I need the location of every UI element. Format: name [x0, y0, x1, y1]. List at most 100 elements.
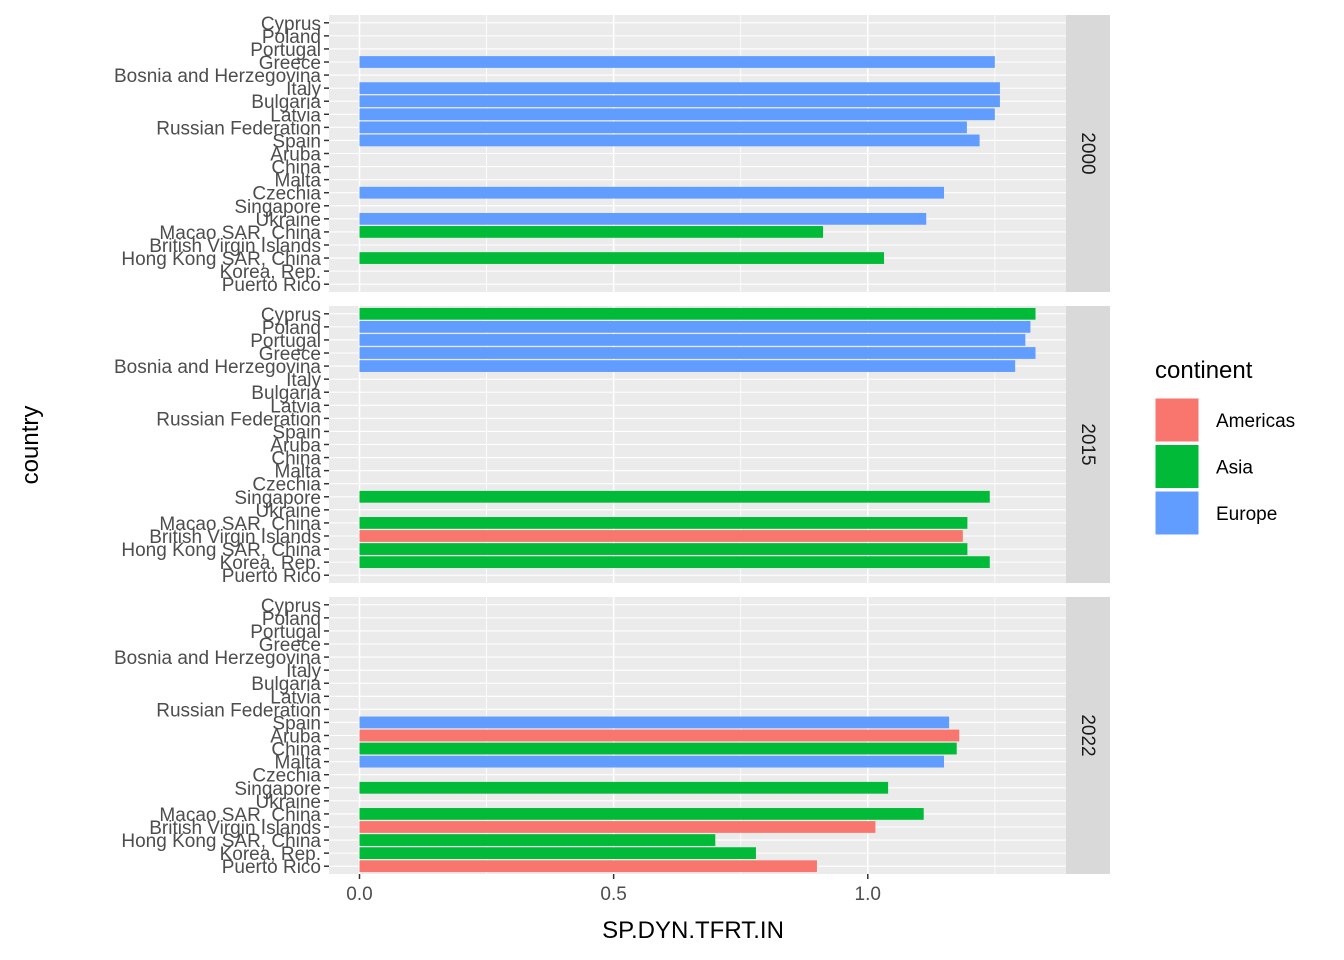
y-tick-label: British Virgin Islands: [149, 818, 321, 839]
bars: [359, 56, 1036, 873]
x-tick-label: 0.0: [346, 884, 372, 905]
y-tick-label: China: [271, 158, 321, 179]
legend-label-asia: Asia: [1216, 458, 1253, 479]
y-tick-label: Greece: [259, 53, 321, 74]
bar-2000-macao-sar-china: [359, 226, 824, 238]
y-tick-label: Ukraine: [256, 501, 321, 522]
y-tick-label: Czechia: [252, 766, 321, 787]
bar-2015-singapore: [359, 490, 990, 503]
bar-2000-ukraine: [359, 212, 927, 225]
facet-strip-label: 2000: [1077, 132, 1098, 174]
bar-2000-bulgaria: [359, 95, 1000, 108]
bar-2015-korea-rep-: [359, 556, 990, 569]
y-tick-label: Singapore: [234, 197, 321, 218]
y-tick-label: China: [271, 449, 321, 470]
y-tick-label: Aruba: [270, 727, 321, 748]
bar-2015-poland: [359, 320, 1031, 333]
bar-2022-singapore: [359, 781, 889, 794]
bar-2000-latvia: [359, 108, 995, 121]
y-tick-label: Korea, Rep.: [220, 553, 321, 574]
facet-strip-label: 2022: [1077, 714, 1098, 756]
y-tick-label: Poland: [262, 609, 321, 630]
y-tick-label: Aruba: [270, 436, 321, 457]
bar-2022-macao-sar-china: [359, 808, 924, 820]
y-tick-label: Malta: [275, 171, 322, 192]
bar-2022-british-virgin-islands: [359, 821, 876, 833]
facet-strip: [1066, 597, 1110, 874]
y-tick-label: Cyprus: [261, 14, 321, 35]
facet-strip-label: 2015: [1077, 423, 1098, 465]
y-tick-label: Bosnia and Herzegovina: [114, 357, 321, 378]
bar-2000-hong-kong-sar-china: [359, 252, 885, 264]
bar-2000-russian-federation: [359, 121, 967, 134]
bar-2000-italy: [359, 82, 1000, 95]
y-tick-label: Korea, Rep.: [220, 844, 321, 865]
legend-key-americas: [1154, 397, 1200, 443]
legend-title: continent: [1155, 357, 1253, 384]
legend-label-americas: Americas: [1216, 411, 1295, 432]
y-tick-label: Bulgaria: [251, 674, 321, 695]
y-tick-label: Cyprus: [261, 305, 321, 326]
bar-2022-spain: [359, 716, 950, 729]
y-tick-label: Russian Federation: [156, 409, 321, 430]
y-tick-label: Puerto Rico: [222, 566, 321, 587]
y-tick-label: Hong Kong SAR, China: [121, 540, 321, 561]
bar-2015-bosnia-and-herzegovina: [359, 360, 1016, 372]
y-tick-label: Hong Kong SAR, China: [121, 249, 321, 270]
legend: continent Americas Asia Europe: [1154, 357, 1295, 536]
bar-2022-hong-kong-sar-china: [359, 834, 716, 846]
y-tick-label: Macao SAR, China: [159, 223, 321, 244]
y-tick-label: Czechia: [252, 184, 321, 205]
y-tick-label: Puerto Rico: [222, 857, 321, 878]
y-tick-label: Czechia: [252, 475, 321, 496]
y-tick-label: Bosnia and Herzegovina: [114, 648, 321, 669]
x-tick-label: 0.5: [600, 884, 626, 905]
facet-strip: [1066, 306, 1110, 583]
legend-key-asia: [1154, 444, 1200, 489]
y-tick-label: Latvia: [270, 396, 321, 417]
y-tick-label: Bulgaria: [251, 383, 321, 404]
x-axis: 0.0 0.5 1.0: [346, 874, 881, 905]
bar-2022-puerto-rico: [359, 860, 817, 873]
y-tick-label: Italy: [286, 661, 321, 682]
bar-2015-portugal: [359, 334, 1026, 346]
bar-2015-greece: [359, 347, 1036, 359]
x-tick-label: 1.0: [855, 884, 881, 905]
y-tick-label: Poland: [262, 318, 321, 339]
y-tick-label: Aruba: [270, 145, 321, 166]
y-tick-label: Hong Kong SAR, China: [121, 831, 321, 852]
y-tick-label: Portugal: [250, 622, 321, 643]
bar-2015-macao-sar-china: [359, 517, 968, 529]
bar-2022-aruba: [359, 729, 960, 742]
y-tick-label: Latvia: [270, 687, 321, 708]
y-tick-label: China: [271, 740, 321, 761]
bar-2022-korea-rep-: [359, 847, 756, 860]
y-tick-label: Poland: [262, 27, 321, 48]
y-axis-title: country: [17, 406, 44, 485]
y-tick-label: Cyprus: [261, 596, 321, 617]
y-tick-label: British Virgin Islands: [149, 527, 321, 548]
y-tick-label: Macao SAR, China: [159, 805, 321, 826]
y-tick-label: Spain: [272, 713, 321, 734]
bar-2015-cyprus: [359, 307, 1036, 320]
y-tick-label: Malta: [275, 753, 322, 774]
y-tick-label: Bulgaria: [251, 92, 321, 113]
y-tick-label: Korea, Rep.: [220, 262, 321, 283]
y-tick-label: Latvia: [270, 105, 321, 126]
y-tick-label: Ukraine: [256, 792, 321, 813]
bar-2000-spain: [359, 134, 980, 147]
legend-label-europe: Europe: [1216, 504, 1277, 525]
y-tick-label: Russian Federation: [156, 118, 321, 139]
y-tick-label: Spain: [272, 422, 321, 443]
facet-strip: [1066, 15, 1110, 292]
y-tick-label: Malta: [275, 462, 322, 483]
y-tick-label: Puerto Rico: [222, 275, 321, 296]
y-tick-label: Greece: [259, 635, 321, 656]
bar-2015-british-virgin-islands: [359, 530, 963, 542]
x-axis-title: SP.DYN.TFRT.IN: [602, 917, 784, 944]
y-tick-label: Italy: [286, 79, 321, 100]
bar-2022-malta: [359, 755, 945, 768]
bar-2022-china: [359, 742, 957, 755]
y-tick-label: Spain: [272, 131, 321, 152]
